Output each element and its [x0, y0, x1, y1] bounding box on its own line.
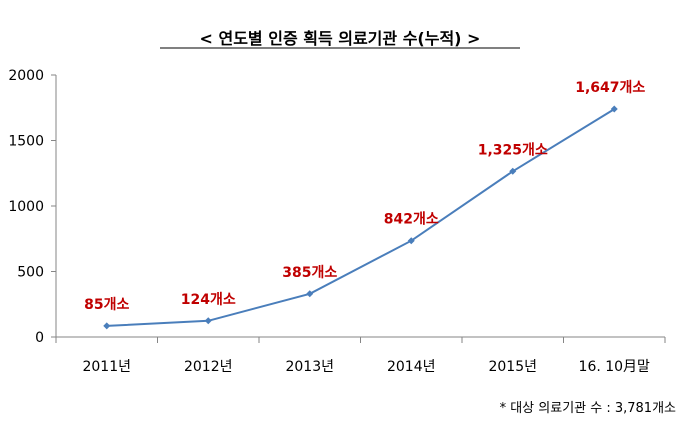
- series-markers: [103, 105, 618, 330]
- chart-title: < 연도별 인증 획득 의료기관 수(누적) >: [200, 29, 481, 48]
- data-point: [610, 105, 618, 113]
- y-tick-label: 1500: [8, 134, 44, 150]
- x-axis-ticks: 2011년 2012년 2013년 2014년 2015년 16. 10月말: [55, 337, 666, 375]
- data-label: 385개소: [282, 265, 337, 281]
- x-tick-label: 2015년: [488, 359, 537, 375]
- data-point: [204, 317, 212, 325]
- y-axis-ticks: 0 500 1000 1500 2000: [8, 68, 56, 346]
- x-tick-label: 16. 10月말: [579, 359, 651, 375]
- y-tick-label: 1000: [8, 199, 44, 215]
- data-point: [306, 290, 314, 298]
- x-tick-label: 2012년: [184, 359, 233, 375]
- x-tick-label: 2013년: [285, 359, 334, 375]
- data-label: 842개소: [384, 212, 439, 228]
- y-tick-label: 2000: [8, 68, 44, 84]
- y-tick-label: 500: [17, 265, 44, 281]
- axes: [55, 75, 665, 338]
- x-tick-label: 2014년: [387, 359, 436, 375]
- data-label: 1,647개소: [575, 80, 645, 96]
- data-label: 124개소: [181, 292, 236, 308]
- data-label: 1,325개소: [478, 142, 548, 158]
- data-label: 85개소: [84, 297, 129, 313]
- y-tick-label: 0: [35, 330, 44, 346]
- data-labels: 85개소 124개소 385개소 842개소 1,325개소 1,647개소: [84, 80, 645, 313]
- data-point: [407, 237, 415, 245]
- footnote: * 대상 의료기관 수 : 3,781개소: [500, 401, 676, 416]
- data-point: [509, 167, 517, 175]
- series-line: [106, 108, 615, 327]
- x-tick-label: 2011년: [82, 359, 131, 375]
- data-point: [103, 322, 111, 330]
